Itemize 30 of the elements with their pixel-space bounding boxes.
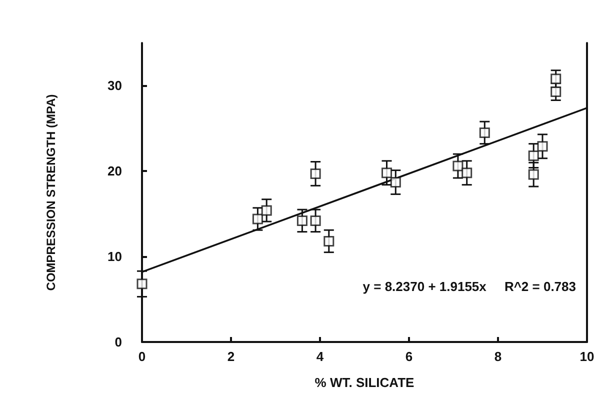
x-tick-label: 6 (405, 349, 413, 364)
point (136, 278, 148, 290)
point (550, 74, 562, 84)
point (324, 236, 334, 246)
y-tick-label: 10 (108, 249, 122, 264)
point (252, 214, 263, 224)
x-tick-label: 2 (227, 349, 235, 364)
point (390, 177, 401, 188)
annotation: y = 8.2370 + 1.9155x R^2 = 0.783 (362, 279, 576, 294)
point (296, 215, 308, 226)
point (528, 150, 539, 162)
point (382, 168, 392, 178)
x-tick-label: 10 (580, 349, 594, 364)
x-tick-label: 8 (494, 349, 502, 364)
x-tick-label: 4 (316, 349, 324, 364)
x-tick-label: 0 (138, 349, 146, 364)
point (528, 169, 539, 180)
point (310, 215, 321, 226)
point (452, 160, 464, 172)
point (462, 168, 472, 178)
point (479, 127, 490, 138)
y-tick-label: 20 (108, 164, 122, 179)
point (310, 168, 321, 179)
point (550, 86, 562, 97)
x-axis-title: % WT. SILICATE (314, 375, 415, 390)
y-tick-label: 30 (108, 78, 122, 94)
point (261, 205, 272, 216)
y-axis-title: COMPRESSION STRENGTH (MPA) (44, 94, 58, 291)
y-tick-label: 0 (114, 334, 122, 350)
point (537, 141, 548, 152)
